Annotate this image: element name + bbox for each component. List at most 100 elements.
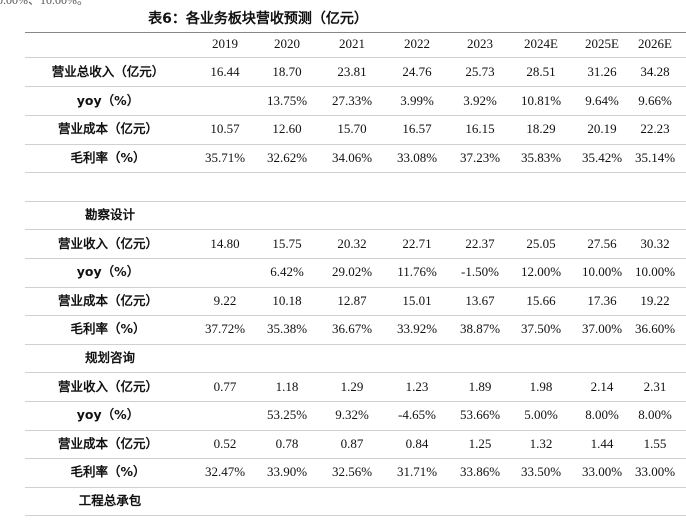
row-rule [25,458,686,459]
cell: 23.81 [337,64,367,79]
row-label: yoy（%） [76,407,140,423]
cell: 15.66 [526,292,556,308]
cell: 24.76 [402,64,432,79]
cell: 16.15 [465,121,495,137]
cell: -4.65% [398,407,436,423]
cell: 0.87 [340,435,364,451]
column-header: 2023 [467,36,493,51]
cell: 1.55 [643,435,667,451]
cell: 31.26 [587,64,617,79]
column-header: 2019 [212,36,238,51]
row-label: 毛利率（%） [70,149,146,165]
row-label: 毛利率（%） [70,464,146,480]
cell: 37.00% [581,321,623,337]
column-header: 2022 [404,36,430,51]
row-label: 营业成本（亿元） [57,121,159,137]
row-rule [25,430,686,431]
row-rule [25,86,686,87]
row-rule [25,172,686,173]
row-rule [25,115,686,116]
cell: 29.02% [331,264,373,280]
cell: 37.23% [459,149,501,165]
cell: 36.67% [331,321,373,337]
section-label: 工程总承包 [78,493,142,508]
cell: 0.78 [275,435,299,451]
cell: 33.50% [520,464,562,480]
cell: 12.60 [272,121,302,137]
cell: 17.36 [587,292,617,308]
cell: 32.62% [266,149,308,165]
cell: 33.00% [634,464,676,480]
cell: 22.71 [402,235,432,251]
row-rule [25,201,686,202]
cell: 6.42% [270,264,304,280]
cell: 13.67 [465,292,495,308]
row-rule [25,515,686,516]
cell: 33.92% [396,321,438,337]
cell: 1.23 [405,378,429,394]
row-rule [25,57,686,58]
column-header: 2021 [339,36,365,51]
cell: -1.50% [461,264,499,280]
cell: 1.18 [275,378,299,394]
column-header: 2020 [274,36,300,51]
row-rule [25,287,686,288]
cell: 28.51 [526,64,556,79]
column-header: 2024E [524,36,558,51]
cell: 9.22 [213,292,237,308]
cell: 27.56 [587,235,617,251]
table-title: 表6：各业务板块营收预测（亿元） [148,11,368,27]
cell: 3.99% [400,92,434,108]
cell: 9.66% [638,92,672,108]
cell: 35.14% [634,149,676,165]
cell: 1.29 [340,378,364,394]
cell: 12.00% [520,264,562,280]
cell: 25.05 [526,235,556,251]
cell: 31.71% [396,464,438,480]
cell: 33.08% [396,149,438,165]
cell: 9.64% [585,92,619,108]
cell: 10.00% [634,264,676,280]
row-rule [25,372,686,373]
section-label: 勘察设计 [84,207,136,222]
cell: 22.23 [640,121,670,137]
cell: 10.18 [272,292,302,308]
cell: 20.32 [337,235,367,251]
cell: 22.37 [465,235,495,251]
top-rule [25,32,686,33]
cell: 13.75% [266,92,308,108]
cell: 15.70 [337,121,367,137]
row-label: 营业成本（亿元） [57,435,159,451]
cell: 10.81% [520,92,562,108]
cell: 25.73 [465,64,495,79]
cell: 2.14 [590,378,614,394]
cell: 3.92% [463,92,497,108]
row-rule [25,315,686,316]
cell: 33.00% [581,464,623,480]
cell: 1.98 [529,378,553,394]
cell: 34.28 [640,64,670,79]
cell: 16.57 [402,121,432,137]
cell: 15.75 [272,235,302,251]
cell: 10.57 [210,121,240,137]
cell: 2.31 [643,378,667,394]
cell: 11.76% [397,264,437,280]
row-rule [25,401,686,402]
cell: 27.33% [331,92,373,108]
row-rule [25,487,686,488]
cell: 32.56% [331,464,373,480]
cell: 0.77 [213,378,237,394]
column-header: 2025E [585,36,619,51]
cell: 0.84 [405,435,429,451]
cell: 20.19 [587,121,617,137]
row-rule [25,258,686,259]
row-label: 毛利率（%） [70,321,146,337]
cell: 18.70 [272,64,302,79]
cell: 33.86% [459,464,501,480]
row-rule [25,344,686,345]
cell: 18.29 [526,121,556,137]
cell: 19.22 [640,292,670,308]
cell: 1.44 [590,435,614,451]
row-label: 营业成本（亿元） [57,292,159,308]
